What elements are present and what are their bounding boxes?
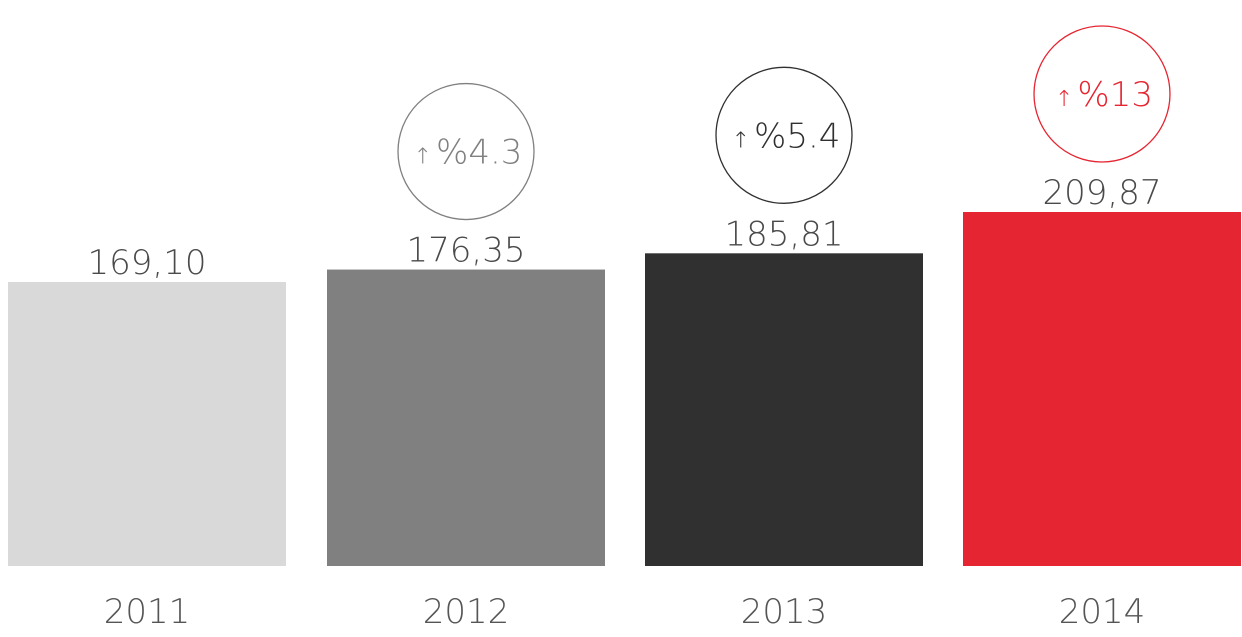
value-label-2012: 176,35 — [407, 231, 526, 271]
bar-2011 — [8, 282, 286, 566]
growth-value: %4.3 — [436, 133, 522, 173]
up-arrow-icon: ↑ — [1055, 87, 1073, 112]
bar-2014 — [963, 212, 1241, 566]
tick-label-2012: 2012 — [423, 592, 510, 632]
tick-label-2014: 2014 — [1059, 592, 1146, 632]
value-label-2011: 169,10 — [88, 243, 207, 283]
growth-circle-2013 — [715, 66, 853, 204]
value-label-2013: 185,81 — [725, 214, 844, 254]
growth-circle-2014 — [1033, 25, 1171, 163]
tick-label-2011: 2011 — [104, 592, 191, 632]
bar-2013 — [645, 253, 923, 566]
up-arrow-icon: ↑ — [414, 145, 432, 170]
growth-label-2012: ↑ %4.3 — [414, 133, 523, 173]
growth-value: %13 — [1077, 75, 1153, 115]
growth-circle-2012 — [397, 82, 535, 221]
growth-value: %5.4 — [754, 116, 840, 156]
growth-label-2014: ↑ %13 — [1055, 75, 1153, 115]
bar-2012 — [327, 269, 605, 566]
value-label-2014: 209,87 — [1043, 173, 1162, 213]
tick-label-2013: 2013 — [741, 592, 828, 632]
growth-label-2013: ↑ %5.4 — [732, 116, 841, 156]
up-arrow-icon: ↑ — [732, 128, 750, 153]
